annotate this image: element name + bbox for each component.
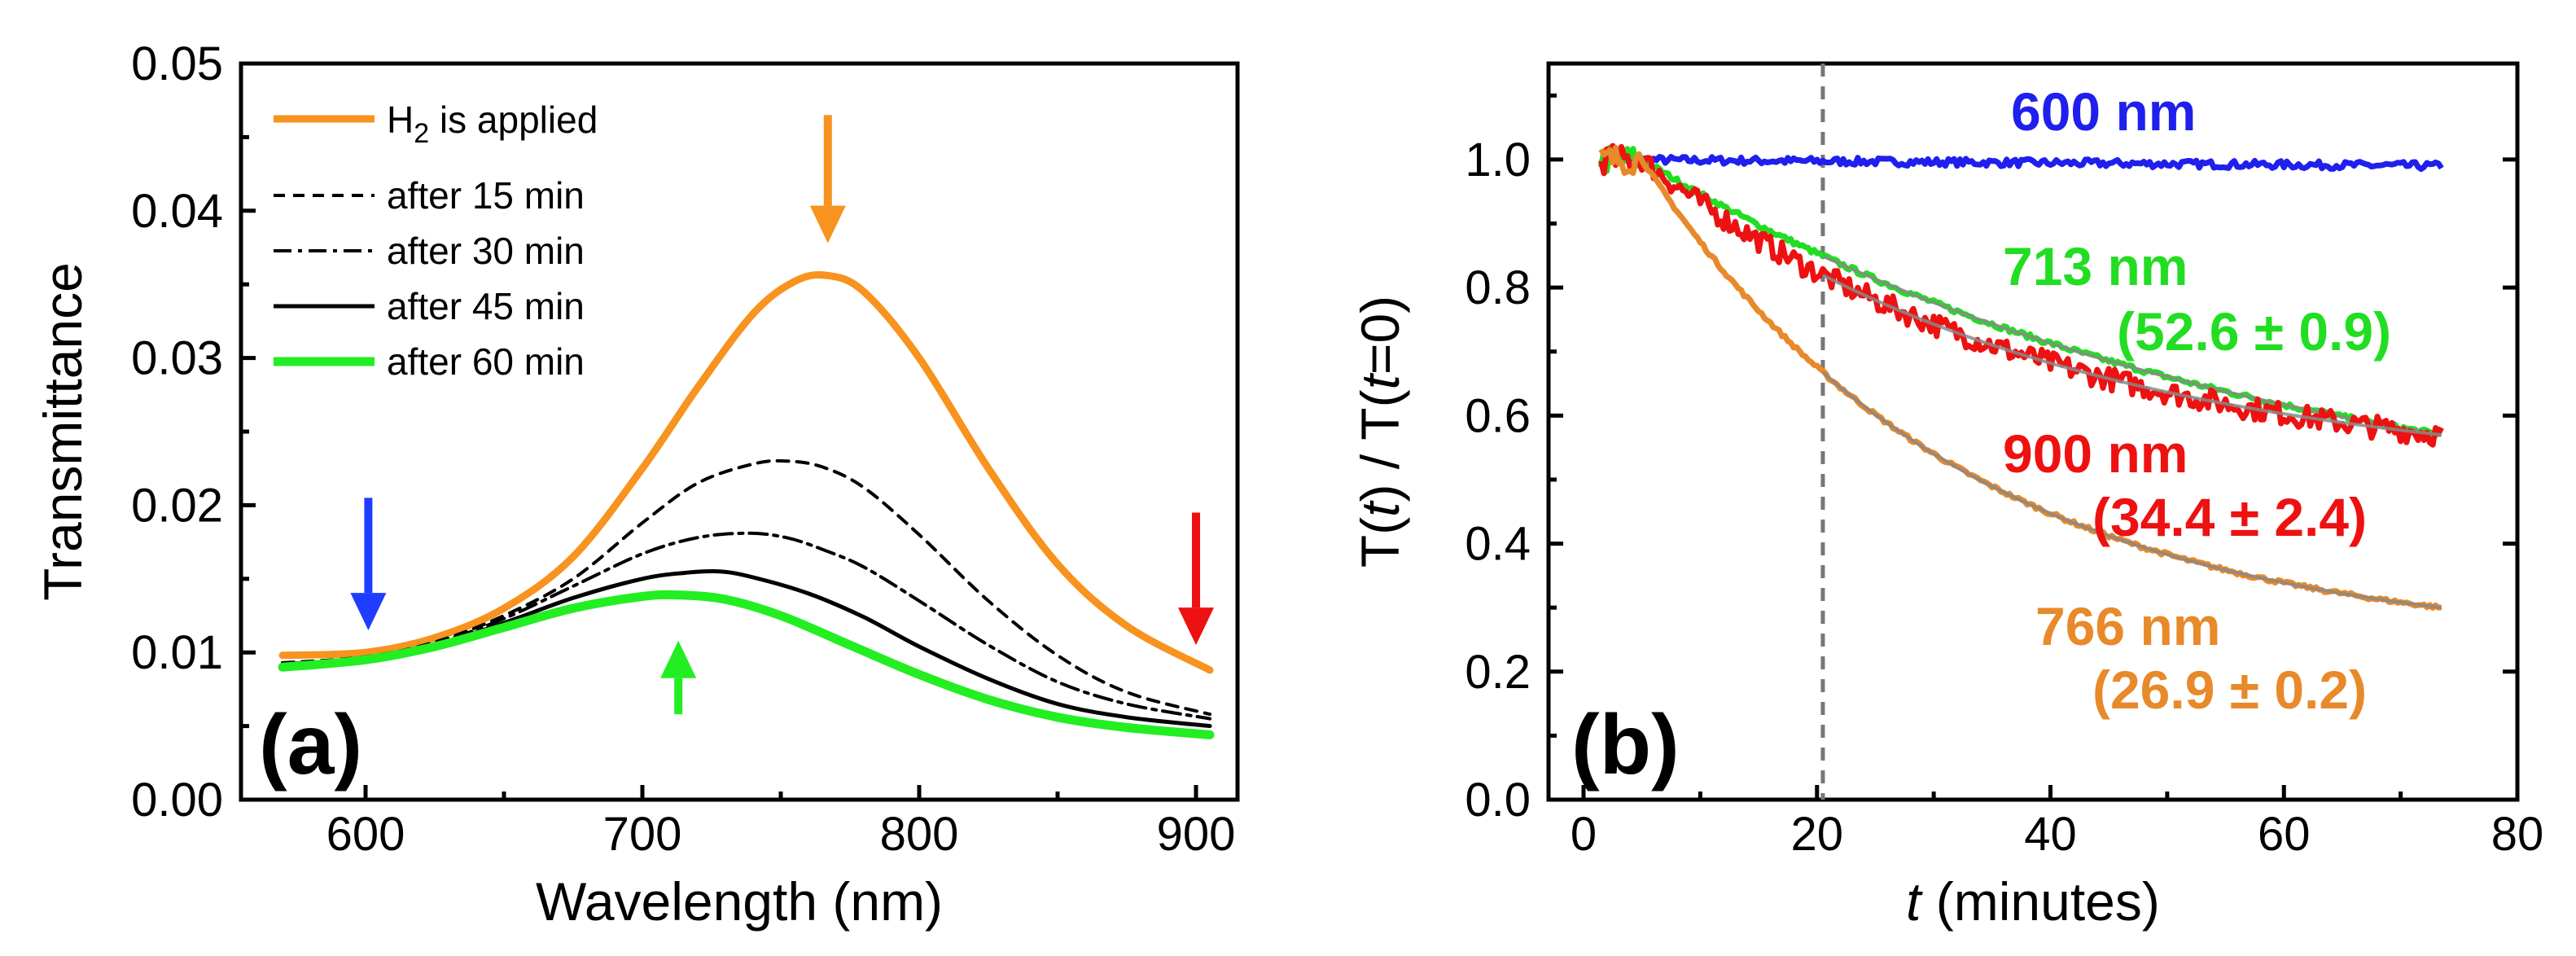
- x-tick-label-a-600: 600: [326, 808, 405, 861]
- legend-label-15: after 15 min: [387, 174, 585, 217]
- y-tick-label-a-0.05: 0.05: [131, 37, 223, 90]
- annotation-713nm-tau: (52.6 ± 0.9): [2117, 301, 2391, 362]
- y-tick-label-b-1.0: 1.0: [1465, 134, 1531, 186]
- legend-label-30: after 30 min: [387, 230, 585, 272]
- series-a-0: [278, 270, 1214, 674]
- y-tick-label-b-0.2: 0.2: [1465, 646, 1531, 699]
- chart-b: 0 20 40 60 80 0.0 0.2 0.4 0.6 0.8 1.0 600 nm 713 n…: [1350, 61, 2544, 932]
- legend-label-60: after 60 min: [387, 340, 585, 383]
- arrow-head-a-1: [809, 205, 846, 243]
- x-axis-label-a: Wavelength (nm): [536, 871, 943, 932]
- annotation-766nm: 766 nm: [2035, 596, 2220, 656]
- chart-a-series: [278, 270, 1215, 739]
- x-axis-label-b: t (minutes): [1906, 871, 2160, 932]
- chart-b-ticks: 0 20 40 60 80 0.0 0.2 0.4 0.6 0.8 1.0: [1465, 93, 2544, 861]
- x-tick-label-a-900: 900: [1157, 808, 1236, 861]
- x-tick-label-b-40: 40: [2024, 808, 2077, 861]
- y-tick-label-a-0.00: 0.00: [131, 774, 223, 827]
- legend-label-h2: H2 is applied: [387, 99, 598, 149]
- panel-label-a: (a): [259, 698, 362, 792]
- y-axis-label-b: T(t) / T(t=0): [1350, 296, 1410, 568]
- series-a-4: [278, 590, 1215, 739]
- y-tick-label-a-0.01: 0.01: [131, 626, 223, 679]
- annotation-600nm: 600 nm: [2011, 81, 2196, 142]
- annotation-900nm: 900 nm: [2003, 423, 2188, 484]
- series-a-1: [281, 458, 1211, 717]
- x-tick-label-b-20: 20: [1791, 808, 1844, 861]
- series-b-600-nm: [1598, 153, 2444, 173]
- y-tick-label-a-0.04: 0.04: [131, 185, 223, 238]
- chart-a: 600 700 800 900 0.00 0.01 0.02 0.03 0.04 0.05 H2 …: [33, 37, 1240, 932]
- y-tick-label-b-0.0: 0.0: [1465, 774, 1531, 827]
- chart-a-legend: H2 is applied after 15 min after 30 min …: [274, 99, 598, 383]
- fit-b-766-nm: [1821, 371, 2442, 610]
- fit-b-900-nm: [1822, 274, 2442, 436]
- x-tick-label-b-0: 0: [1571, 808, 1597, 861]
- x-axis-label-b-rest: (minutes): [1921, 871, 2159, 932]
- chart-a-arrows: [350, 115, 1214, 715]
- chart-a-ticks: 600 700 800 900 0.00 0.01 0.02 0.03 0.04 0.05: [131, 37, 1235, 861]
- y-tick-label-b-0.6: 0.6: [1465, 389, 1531, 442]
- annotation-713nm: 713 nm: [2003, 236, 2188, 296]
- x-tick-label-b-80: 80: [2491, 808, 2544, 861]
- x-tick-label-a-700: 700: [603, 808, 682, 861]
- x-tick-label-b-60: 60: [2258, 808, 2311, 861]
- series-b-900-nm: [1598, 143, 2444, 448]
- fit-b-713-nm: [1822, 254, 2442, 436]
- arrow-head-a-2: [1178, 607, 1214, 646]
- series-a-2: [281, 531, 1211, 721]
- annotation-900nm-tau: (34.4 ± 2.4): [2092, 487, 2367, 547]
- chart-b-series: [1598, 143, 2444, 611]
- x-tick-label-a-800: 800: [880, 808, 959, 861]
- panel-label-b: (b): [1571, 698, 1680, 792]
- chart-b-frame: [1546, 61, 2520, 802]
- arrow-head-a-3: [660, 640, 697, 678]
- y-tick-label-b-0.8: 0.8: [1465, 261, 1531, 314]
- arrow-head-a-0: [350, 593, 387, 631]
- x-axis-label-b-italic: t: [1906, 871, 1923, 932]
- legend-label-45: after 45 min: [387, 285, 585, 327]
- y-tick-label-a-0.03: 0.03: [131, 332, 223, 385]
- y-tick-label-a-0.02: 0.02: [131, 479, 223, 532]
- y-axis-label-a: Transmittance: [33, 262, 93, 601]
- annotation-766nm-tau: (26.9 ± 0.2): [2092, 660, 2367, 720]
- y-tick-label-b-0.4: 0.4: [1465, 518, 1531, 571]
